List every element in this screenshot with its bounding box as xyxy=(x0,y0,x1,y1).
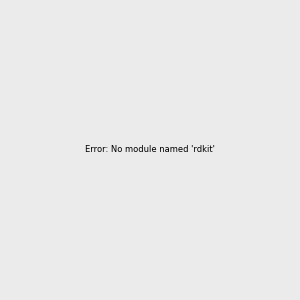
Text: Error: No module named 'rdkit': Error: No module named 'rdkit' xyxy=(85,146,215,154)
